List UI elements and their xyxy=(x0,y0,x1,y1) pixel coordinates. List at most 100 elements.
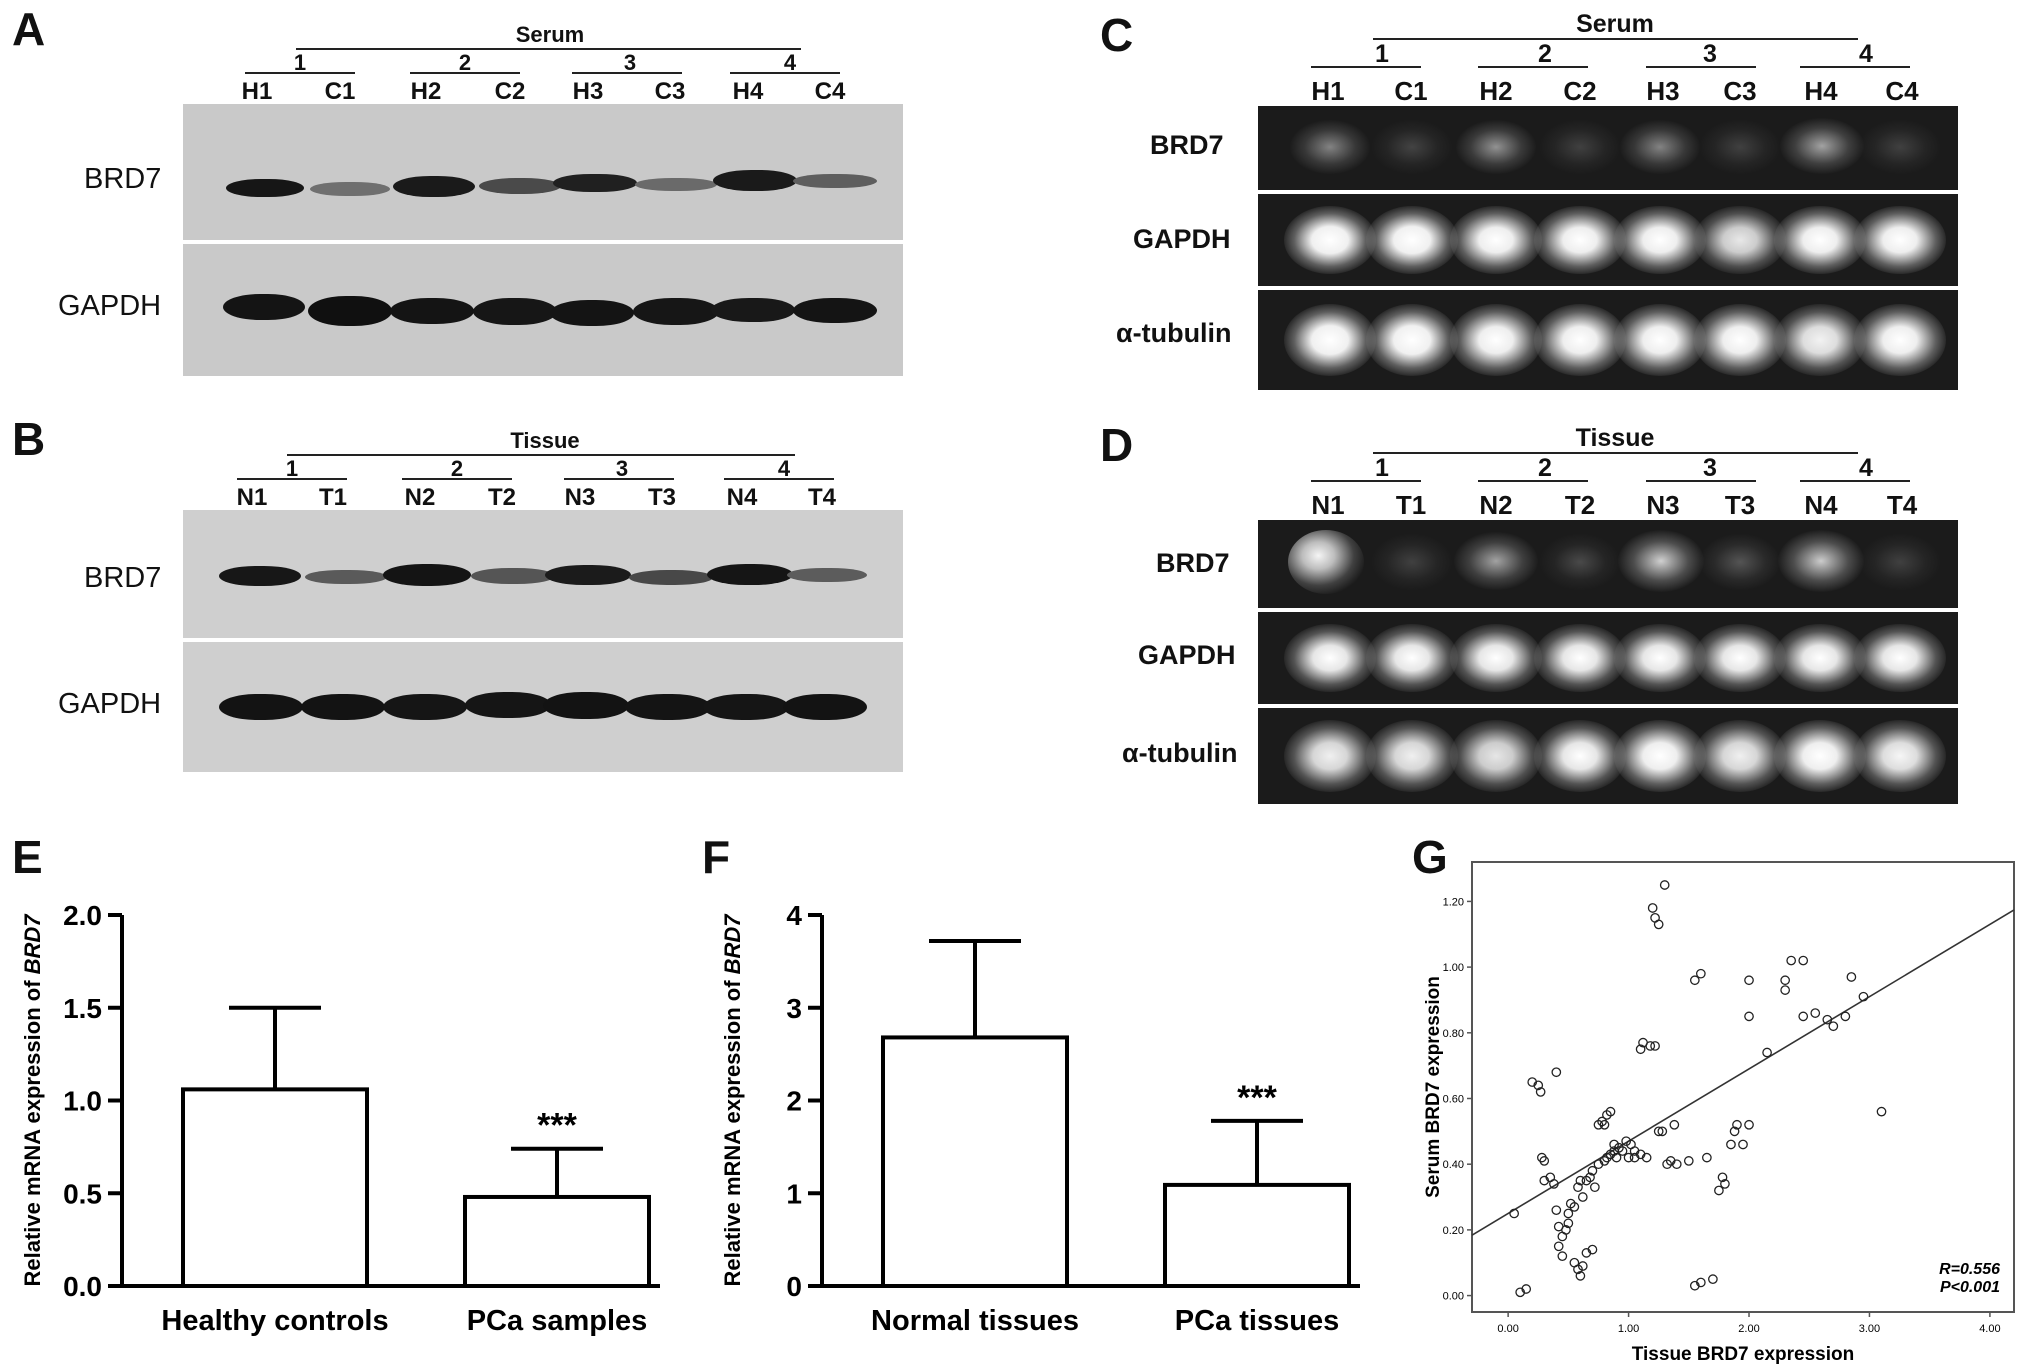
blot-brd7 xyxy=(183,104,903,240)
data-point xyxy=(1653,919,1664,930)
plot-area xyxy=(1471,861,2015,1313)
data-point xyxy=(1599,1119,1610,1130)
band xyxy=(703,694,789,720)
band xyxy=(223,294,305,320)
lane-label: H4 xyxy=(732,78,764,105)
data-point xyxy=(1577,1261,1588,1271)
data-point xyxy=(1609,1139,1619,1150)
data-point xyxy=(1876,1106,1887,1117)
gel-band xyxy=(1366,304,1458,376)
band xyxy=(713,170,797,191)
row-label: α-tubulin xyxy=(1116,318,1232,348)
lane-label: H4 xyxy=(1804,76,1838,106)
data-point xyxy=(1563,1218,1574,1229)
lane-label: C3 xyxy=(1723,76,1757,106)
data-point xyxy=(1563,1208,1574,1219)
gel-band xyxy=(1284,720,1376,792)
lane-label: C4 xyxy=(1885,76,1919,106)
pcr-gel-serum: Serum 1 2 3 4 H1 C1 H2 C2 H3 C3 H4 C4 BR… xyxy=(0,0,2031,400)
lane-label: T2 xyxy=(487,484,516,511)
lane-label: H1 xyxy=(1311,76,1345,106)
band xyxy=(550,300,634,326)
lane-label: C1 xyxy=(324,78,356,105)
data-point xyxy=(1551,1205,1562,1216)
lane-label: N3 xyxy=(564,484,596,511)
data-point xyxy=(1621,1136,1632,1147)
gel-brd7 xyxy=(1258,106,1958,190)
group-line xyxy=(1373,38,1858,40)
band xyxy=(473,298,557,325)
group-label: Serum xyxy=(1576,10,1654,38)
lane-label: T3 xyxy=(1724,490,1756,520)
gel-band xyxy=(1456,120,1536,174)
y-axis-label: Relative mRNA expression of BRD7 xyxy=(720,913,745,1287)
data-point xyxy=(1635,1044,1646,1055)
pair-label: 3 xyxy=(615,456,629,481)
data-point xyxy=(1590,1182,1600,1193)
bar-chart-tissue-mrna: 0 1 2 3 4 Relative mRNA expression of BRD7 Nor… xyxy=(720,900,1360,1337)
pair-line xyxy=(730,72,840,74)
data-point xyxy=(1708,1274,1718,1285)
y-tick-label: 1.0 xyxy=(63,1086,102,1117)
gel-brd7 xyxy=(1258,520,1958,608)
data-point xyxy=(1561,1225,1571,1235)
data-point xyxy=(1641,1152,1652,1163)
lane-label: N1 xyxy=(236,484,268,511)
gel-band xyxy=(1372,120,1452,174)
pair-line xyxy=(410,72,520,74)
y-tick-label: 2.0 xyxy=(63,900,102,931)
data-point xyxy=(1726,1139,1736,1150)
lane-label: C4 xyxy=(814,78,846,105)
data-point xyxy=(1689,975,1700,986)
pair-label: 4 xyxy=(1859,40,1873,68)
gel-band xyxy=(1694,624,1786,692)
bar-chart-serum-mrna: 0.0 0.5 1.0 1.5 2.0 Relative mRNA expression … xyxy=(20,900,660,1337)
pair-line xyxy=(1800,480,1910,482)
data-point xyxy=(1714,1185,1724,1196)
gel-band xyxy=(1854,720,1946,792)
data-point xyxy=(1828,1021,1839,1032)
data-point xyxy=(1653,1126,1664,1137)
gel-band xyxy=(1774,206,1866,274)
data-point xyxy=(1822,1014,1833,1025)
data-point xyxy=(1650,1041,1660,1051)
gel-alpha-tubulin xyxy=(1258,290,1958,390)
gel-band xyxy=(1614,206,1706,274)
row-label: GAPDH xyxy=(58,290,162,322)
data-point xyxy=(1671,1159,1682,1170)
row-label: BRD7 xyxy=(1156,548,1230,578)
western-blot-serum: Serum 1 2 3 4 H1 C1 H2 C2 H3 C3 H4 C4 BR… xyxy=(0,0,920,390)
band xyxy=(308,296,392,326)
gel-band xyxy=(1780,118,1864,174)
row-label: GAPDH xyxy=(1133,224,1231,254)
gel-alpha-tubulin xyxy=(1258,708,1958,804)
data-point xyxy=(1840,1011,1851,1022)
pair-line xyxy=(724,478,834,480)
x-category-label: PCa tissues xyxy=(1175,1305,1339,1337)
pair-line xyxy=(402,478,512,480)
data-point xyxy=(1717,1172,1728,1183)
pair-line xyxy=(237,478,347,480)
row-label: GAPDH xyxy=(58,688,162,720)
bar xyxy=(1163,1182,1351,1288)
lane-label: H2 xyxy=(1479,76,1513,106)
data-point xyxy=(1695,968,1706,979)
lane-label: N3 xyxy=(1646,490,1680,520)
panel-label-a: A xyxy=(12,3,46,55)
data-point xyxy=(1539,1156,1550,1166)
x-category-label: PCa samples xyxy=(467,1305,648,1337)
gel-band xyxy=(1534,206,1626,274)
lane-label: T3 xyxy=(647,484,676,511)
lane-label: C2 xyxy=(1563,76,1597,106)
data-point xyxy=(1669,1119,1680,1130)
y-tick-label: 3 xyxy=(786,993,802,1024)
data-point xyxy=(1549,1179,1559,1189)
band xyxy=(707,564,793,585)
band xyxy=(471,568,555,584)
data-point xyxy=(1744,1119,1754,1130)
row-label: GAPDH xyxy=(1138,640,1236,670)
pair-label: 2 xyxy=(458,50,472,75)
blot-gapdh xyxy=(183,642,903,772)
group-label: Tissue xyxy=(510,428,580,453)
data-point xyxy=(1611,1152,1622,1163)
